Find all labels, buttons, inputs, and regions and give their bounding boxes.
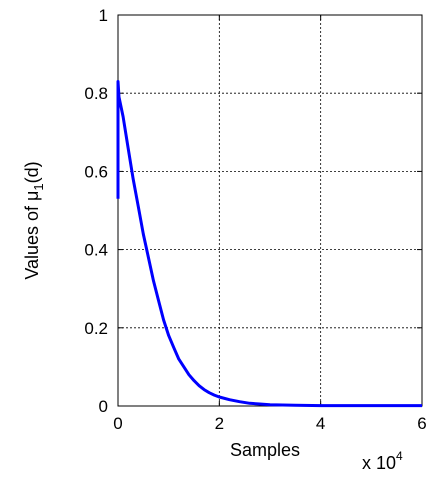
y-axis-title-subscript: 1	[31, 183, 46, 190]
x-tick-label: 4	[316, 414, 325, 433]
x-tick-label: 0	[113, 414, 122, 433]
y-tick-label: 1	[99, 6, 108, 25]
x-axis-multiplier: x 104	[362, 449, 403, 473]
x-multiplier-base: x 10	[362, 453, 396, 473]
y-axis-title-suffix: (d)	[22, 161, 42, 183]
x-multiplier-exponent: 4	[396, 449, 403, 463]
series-group	[116, 80, 422, 408]
y-tick-label: 0.2	[84, 319, 108, 338]
y-axis-title: Values of μ1(d)	[22, 161, 46, 279]
x-tick-label: 2	[215, 414, 224, 433]
y-tick-label: 0.4	[84, 241, 108, 260]
series-line	[116, 80, 422, 408]
x-axis-title: Samples	[230, 440, 300, 460]
grid	[118, 15, 422, 406]
x-tick-label: 6	[417, 414, 426, 433]
y-tick-label: 0	[99, 397, 108, 416]
y-tick-label: 0.6	[84, 162, 108, 181]
y-tick-label: 0.8	[84, 84, 108, 103]
y-axis-title-prefix: Values of μ	[22, 191, 42, 280]
